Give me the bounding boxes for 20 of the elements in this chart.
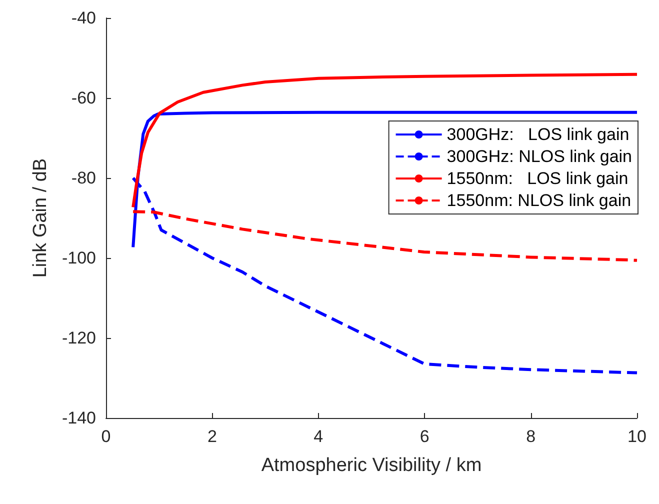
y-tick-label: -80 [71,168,96,188]
x-tick-label: 4 [314,427,324,446]
x-tick-label: 10 [628,427,646,446]
legend-label: 1550nm: LOS link gain [446,169,628,188]
legend-label: 300GHz: LOS link gain [446,125,630,144]
y-tick-label: -40 [71,8,96,28]
x-tick-label: 2 [207,427,217,446]
y-tick-label: -140 [62,408,96,428]
line-series [132,210,638,262]
x-axis-title: Atmospheric Visibility / km [261,455,482,476]
y-tick-label: -60 [71,88,96,108]
x-tick-label: 8 [526,427,536,446]
y-axis-title: Link Gain / dB [30,158,51,278]
y-tick-label: -120 [62,328,96,348]
x-tick-label: 0 [101,427,111,446]
line-series [132,72,638,209]
y-tick-label: -100 [62,248,96,268]
legend-label: 1550nm: NLOS link gain [446,191,632,210]
x-tick-label: 6 [420,427,430,446]
legend-label: 300GHz: NLOS link gain [446,147,632,166]
